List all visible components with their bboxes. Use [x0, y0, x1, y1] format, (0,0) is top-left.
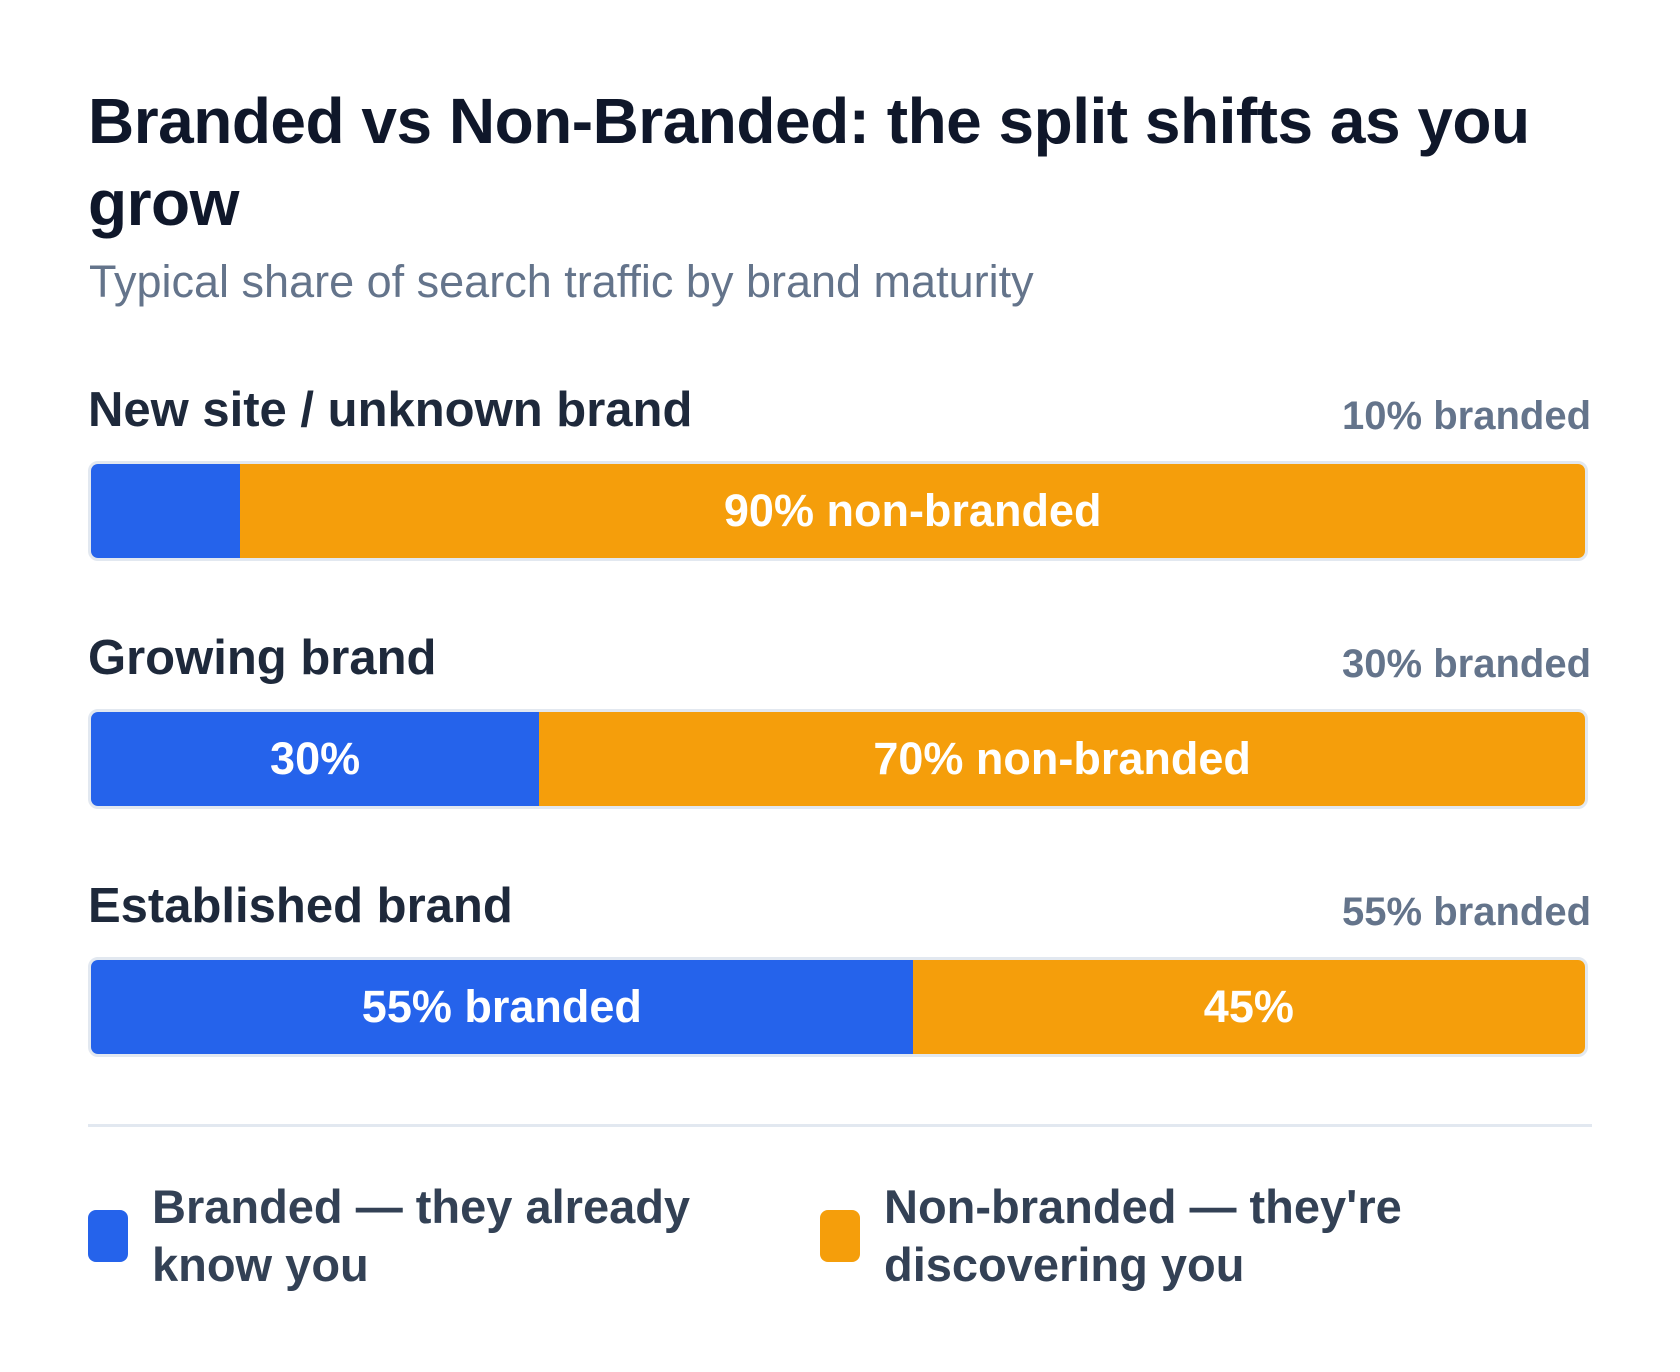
side-label: 10% branded: [1342, 394, 1591, 438]
bar-segment: 55% branded: [91, 960, 913, 1054]
side-label: 30% branded: [1342, 642, 1591, 686]
legend-item: Branded — they already know you: [88, 1178, 712, 1294]
legend-item: Non-branded — they're discovering you: [820, 1178, 1444, 1294]
value-label: 90% non-branded: [723, 485, 1102, 536]
bar-segment: 30%: [91, 712, 540, 806]
bar-segment: 90% non-branded: [240, 464, 1585, 558]
bar-track: 90% non-branded: [88, 461, 1588, 561]
bar-segment: 70% non-branded: [539, 712, 1585, 806]
row-label: New site / unknown brand: [88, 383, 693, 437]
bar-track: 55% branded 45%: [88, 957, 1588, 1057]
bar-track: 30% 70% non-branded: [88, 709, 1588, 809]
row-label: Established brand: [88, 879, 513, 933]
row-label: Growing brand: [88, 631, 437, 685]
legend-label: Branded — they already know you: [152, 1180, 691, 1291]
legend-label: Non-branded — they're discovering you: [884, 1180, 1402, 1291]
side-label: 55% branded: [1342, 890, 1591, 934]
value-label: 30%: [270, 733, 361, 784]
bar-segment: [91, 464, 241, 558]
divider: [88, 1124, 1592, 1127]
chart-title: Branded vs Non-Branded: the split shifts…: [88, 85, 1530, 239]
value-label: 55% branded: [361, 981, 642, 1032]
chart-subtitle: Typical share of search traffic by brand…: [89, 256, 1034, 307]
legend-swatch: [88, 1210, 128, 1262]
value-label: 45%: [1203, 981, 1294, 1032]
bar-segment: 45%: [912, 960, 1585, 1054]
legend-swatch: [820, 1210, 860, 1262]
value-label: 70% non-branded: [873, 733, 1251, 784]
